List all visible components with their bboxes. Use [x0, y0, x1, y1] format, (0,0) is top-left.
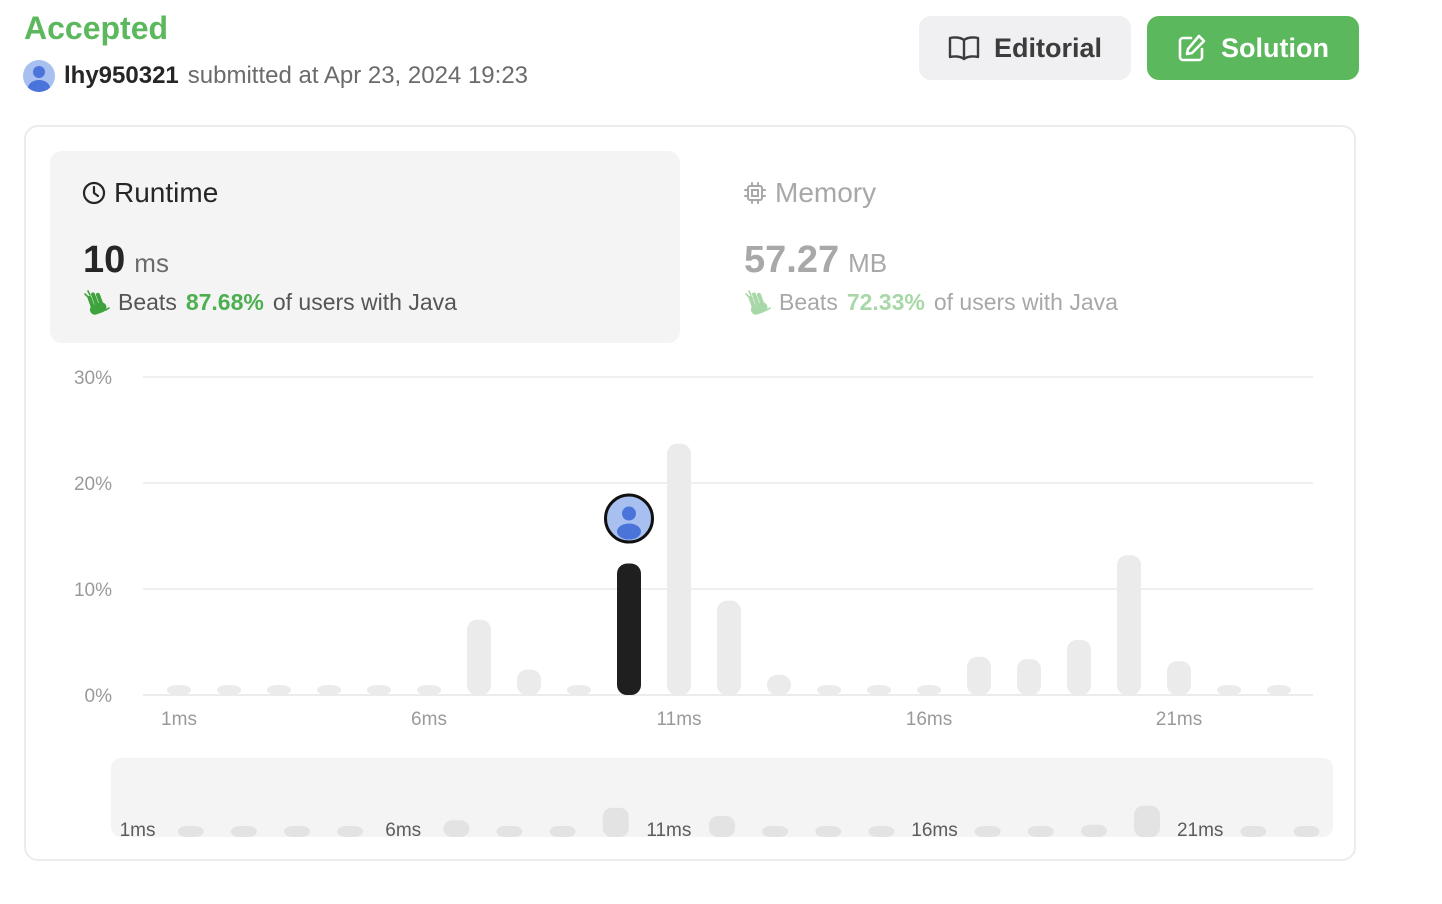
submission-status: Accepted [24, 10, 169, 46]
runtime-title-label: Runtime [114, 177, 219, 208]
user-marker-head [622, 506, 636, 521]
memory-title-label: Memory [775, 177, 877, 208]
editorial-button[interactable]: Editorial [919, 16, 1131, 80]
bar[interactable] [967, 656, 991, 695]
memory-beats-percent: 72.33% [846, 288, 925, 315]
bar[interactable] [1167, 661, 1191, 695]
runtime-beats: Beats 87.68% of users with Java [82, 288, 457, 316]
memory-title: Memory [743, 177, 876, 209]
clap-icon [84, 290, 110, 315]
overview-bar [1080, 824, 1107, 837]
overview-bar [1293, 826, 1320, 837]
runtime-panel[interactable]: Runtime 10 ms Beats 87.68% of users with… [50, 151, 680, 343]
bar[interactable] [1067, 639, 1091, 695]
y-tick-label: 20% [74, 474, 112, 495]
bar[interactable] [467, 619, 491, 695]
overview-navigator[interactable] [111, 758, 1333, 837]
runtime-title: Runtime [82, 177, 218, 209]
bar[interactable] [1117, 555, 1141, 695]
memory-unit: MB [848, 248, 888, 278]
runtime-unit: ms [134, 248, 169, 278]
clock-icon [82, 181, 106, 205]
bar[interactable] [717, 600, 741, 695]
submitter-info: lhy950321 submitted at Apr 23, 2024 19:2… [23, 60, 528, 92]
y-tick-label: 0% [85, 686, 113, 707]
overview-tick-label: 16ms [911, 820, 957, 841]
bar[interactable] [867, 685, 891, 695]
overview-bar [1027, 826, 1054, 837]
y-tick-label: 30% [74, 368, 112, 389]
overview-bar [443, 820, 470, 837]
x-tick-label: 11ms [656, 709, 701, 730]
bar[interactable] [417, 685, 441, 695]
x-tick-label: 6ms [411, 709, 447, 730]
solution-label: Solution [1221, 32, 1329, 63]
overview-tick-label: 11ms [646, 820, 691, 841]
result-card: Runtime 10 ms Beats 87.68% of users with… [24, 125, 1356, 861]
bar[interactable] [267, 685, 291, 695]
overview-bar [1134, 805, 1161, 837]
runtime-number: 10 [83, 239, 126, 281]
x-tick-label: 21ms [1156, 709, 1202, 730]
username[interactable]: lhy950321 [64, 62, 179, 89]
overview-bar [868, 826, 895, 837]
solution-button[interactable]: Solution [1147, 16, 1359, 80]
x-tick-label: 1ms [161, 709, 197, 730]
memory-beats-suffix: of users with Java [933, 288, 1118, 315]
overview-bar [815, 826, 842, 837]
chip-icon [744, 182, 766, 204]
highlight-bar[interactable] [617, 563, 641, 695]
overview-bar [762, 826, 789, 837]
overview-bar [974, 826, 1001, 837]
bar[interactable] [167, 685, 191, 695]
edit-icon [1178, 34, 1206, 62]
memory-beats-label: Beats [779, 288, 838, 315]
bar[interactable] [817, 685, 841, 695]
overview-bar [230, 826, 257, 837]
bar[interactable] [767, 674, 791, 695]
user-marker-body [617, 523, 641, 540]
memory-beats: Beats 72.33% of users with Java [743, 288, 1118, 316]
bar[interactable] [1217, 685, 1241, 695]
overview-bar [549, 826, 576, 837]
avatar[interactable] [23, 60, 55, 92]
book-icon [948, 36, 980, 61]
memory-number: 57.27 [744, 239, 840, 281]
editorial-label: Editorial [993, 32, 1102, 63]
x-tick-label: 16ms [906, 709, 952, 730]
bar[interactable] [1267, 685, 1291, 695]
overview-bar [496, 826, 523, 837]
overview-tick-label: 6ms [385, 820, 421, 841]
clap-icon [745, 290, 771, 315]
bar[interactable] [567, 685, 591, 695]
runtime-beats-label: Beats [118, 288, 177, 315]
overview-tick-label: 21ms [1177, 820, 1223, 841]
overview-bar [709, 815, 735, 837]
bar[interactable] [217, 685, 241, 695]
bar[interactable] [317, 685, 341, 695]
bar[interactable] [517, 669, 541, 695]
overview-bar [337, 826, 364, 837]
runtime-beats-suffix: of users with Java [272, 288, 457, 315]
runtime-beats-percent: 87.68% [185, 288, 264, 315]
bar[interactable] [367, 685, 391, 695]
bar[interactable] [1017, 658, 1041, 695]
bar[interactable] [667, 443, 691, 695]
memory-panel[interactable]: Memory 57.27 MB Beats 72.33% of users wi… [711, 151, 1341, 343]
overview-bar [602, 807, 629, 837]
bar[interactable] [917, 685, 941, 695]
overview-bar [283, 826, 310, 837]
runtime-value: 10 ms [83, 239, 169, 282]
submitted-at: submitted at Apr 23, 2024 19:23 [187, 62, 529, 89]
memory-value: 57.27 MB [744, 239, 887, 282]
overview-bar [1240, 826, 1267, 837]
overview-bar [177, 826, 204, 837]
y-tick-label: 10% [74, 580, 112, 601]
overview-tick-label: 1ms [120, 820, 156, 841]
